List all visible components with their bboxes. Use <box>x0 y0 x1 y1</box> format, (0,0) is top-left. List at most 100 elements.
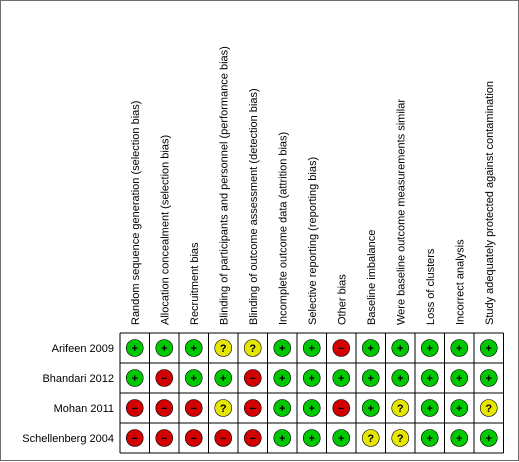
rating-high-circle: − <box>243 399 262 417</box>
rating-symbol: − <box>132 403 138 415</box>
rating-unclear-circle: ? <box>361 429 380 447</box>
column-header: Random sequence generation (selection bi… <box>130 101 142 325</box>
rating-low-circle: + <box>332 429 351 447</box>
rating-low-circle: + <box>273 399 292 417</box>
rating-symbol: + <box>397 343 403 355</box>
column-header: Allocation concealment (selection bias) <box>159 135 171 325</box>
rating-symbol: − <box>338 403 344 415</box>
rating-high-circle: − <box>184 399 203 417</box>
rating-symbol: − <box>161 403 167 415</box>
rating-symbol: + <box>279 403 285 415</box>
rating-low-circle: + <box>332 369 351 387</box>
rating-symbol: ? <box>249 343 256 355</box>
rating-symbol: + <box>486 343 492 355</box>
column-header: Were baseline outcome measurements simil… <box>395 99 407 325</box>
column-header: Study adequately protected against conta… <box>484 81 496 325</box>
rating-low-circle: + <box>391 339 410 357</box>
rating-low-circle: + <box>420 399 439 417</box>
study-label: Bhandari 2012 <box>42 373 114 385</box>
rating-symbol: − <box>161 433 167 445</box>
rating-low-circle: + <box>391 369 410 387</box>
rating-symbol: + <box>309 373 315 385</box>
rating-high-circle: − <box>332 339 351 357</box>
rating-high-circle: − <box>184 429 203 447</box>
rating-low-circle: + <box>184 369 203 387</box>
rating-symbol: + <box>397 373 403 385</box>
rating-symbol: ? <box>220 403 227 415</box>
rating-low-circle: + <box>361 339 380 357</box>
rating-high-circle: − <box>155 369 174 387</box>
rating-symbol: − <box>220 433 226 445</box>
rating-unclear-circle: ? <box>391 429 410 447</box>
rating-low-circle: + <box>479 429 498 447</box>
column-header: Blinding of outcome assessment (detectio… <box>248 88 260 325</box>
rating-low-circle: + <box>361 369 380 387</box>
rating-symbol: ? <box>485 403 492 415</box>
rating-symbol: + <box>220 373 226 385</box>
rating-low-circle: + <box>302 369 321 387</box>
rating-low-circle: + <box>184 339 203 357</box>
rating-low-circle: + <box>273 429 292 447</box>
rating-low-circle: + <box>155 339 174 357</box>
rating-symbol: + <box>161 343 167 355</box>
rating-symbol: − <box>250 373 256 385</box>
rating-symbol: + <box>279 343 285 355</box>
rating-low-circle: + <box>125 339 144 357</box>
rating-high-circle: − <box>332 399 351 417</box>
rating-symbol: + <box>191 343 197 355</box>
rating-low-circle: + <box>273 339 292 357</box>
rating-low-circle: + <box>420 369 439 387</box>
rating-symbol: + <box>456 373 462 385</box>
column-header: Loss of clusters <box>425 248 437 325</box>
rating-low-circle: + <box>273 369 292 387</box>
rating-low-circle: + <box>125 369 144 387</box>
rating-symbol: + <box>191 373 197 385</box>
rating-low-circle: + <box>479 339 498 357</box>
rating-symbol: + <box>427 403 433 415</box>
rating-symbol: + <box>456 343 462 355</box>
rating-symbol: + <box>368 373 374 385</box>
rating-high-circle: − <box>125 429 144 447</box>
rating-symbol: + <box>456 403 462 415</box>
column-header: Incomplete outcome data (attrition bias) <box>277 132 289 325</box>
rating-symbol: + <box>427 343 433 355</box>
study-label: Schellenberg 2004 <box>22 433 114 445</box>
rating-low-circle: + <box>450 369 469 387</box>
rating-symbol: ? <box>397 403 404 415</box>
rating-high-circle: − <box>243 369 262 387</box>
rating-symbol: + <box>427 433 433 445</box>
rating-low-circle: + <box>420 429 439 447</box>
rating-symbol: + <box>338 373 344 385</box>
rating-symbol: − <box>132 433 138 445</box>
rating-low-circle: + <box>302 339 321 357</box>
rating-low-circle: + <box>450 429 469 447</box>
rating-low-circle: + <box>450 339 469 357</box>
rating-symbol: + <box>132 373 138 385</box>
column-header: Recruitment bias <box>189 242 201 325</box>
rating-unclear-circle: ? <box>391 399 410 417</box>
rating-high-circle: − <box>214 429 233 447</box>
rating-high-circle: − <box>243 429 262 447</box>
rating-symbol: − <box>250 403 256 415</box>
rating-symbol: + <box>486 433 492 445</box>
rating-symbol: + <box>309 403 315 415</box>
column-header: Baseline imbalance <box>366 230 378 325</box>
rating-low-circle: + <box>479 369 498 387</box>
rating-symbol: + <box>456 433 462 445</box>
rating-symbol: + <box>427 373 433 385</box>
rating-symbol: + <box>309 433 315 445</box>
rating-low-circle: + <box>361 399 380 417</box>
rating-unclear-circle: ? <box>479 399 498 417</box>
rating-symbol: − <box>191 433 197 445</box>
rating-symbol: − <box>250 433 256 445</box>
rating-symbol: + <box>279 373 285 385</box>
grid-lines <box>119 332 504 454</box>
rating-low-circle: + <box>450 399 469 417</box>
rating-symbol: − <box>338 343 344 355</box>
column-header: Blinding of participants and personnel (… <box>218 46 230 325</box>
rating-unclear-circle: ? <box>214 339 233 357</box>
rating-high-circle: − <box>155 429 174 447</box>
column-labels: Random sequence generation (selection bi… <box>130 46 496 325</box>
rating-symbol: + <box>279 433 285 445</box>
